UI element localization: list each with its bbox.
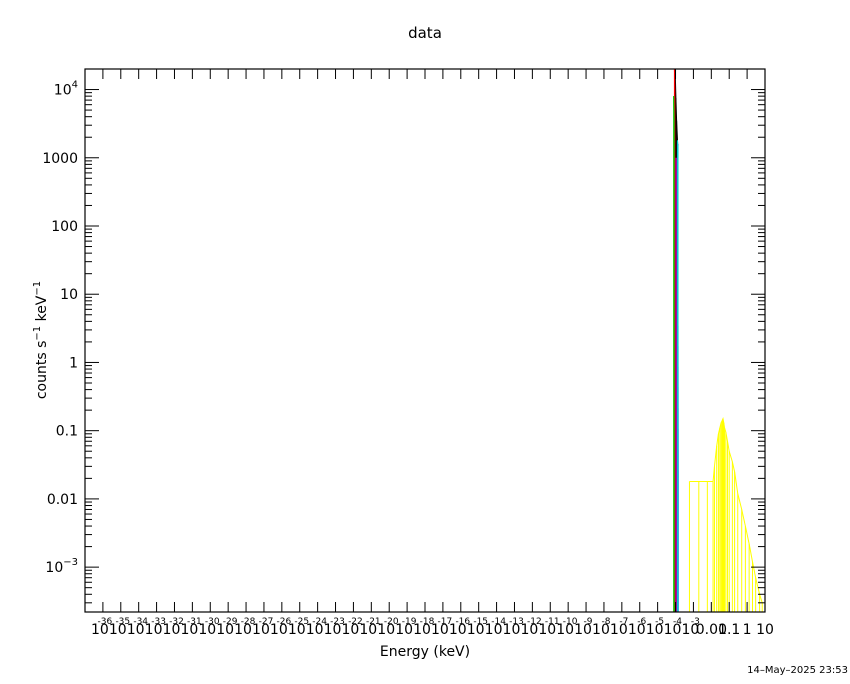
x-tick-label: 10 bbox=[756, 622, 774, 638]
y-tick-label: 1000 bbox=[42, 151, 78, 167]
chart-title: data bbox=[408, 24, 442, 42]
y-tick-label: 0.01 bbox=[47, 492, 78, 508]
y-axis-label: counts s−1 keV−1 bbox=[32, 281, 50, 399]
y-tick-label: 104 bbox=[54, 80, 78, 99]
y-tick-label: 10−3 bbox=[45, 557, 78, 576]
y-tick-label: 100 bbox=[51, 219, 78, 235]
y-tick-label: 10 bbox=[60, 287, 78, 303]
y-axis-label-sup2: −1 bbox=[32, 281, 43, 296]
y-axis-label-mid: keV bbox=[34, 295, 50, 326]
series-line bbox=[677, 140, 678, 147]
series-4 bbox=[677, 140, 678, 612]
y-tick-label: 0.1 bbox=[56, 424, 78, 440]
series-6 bbox=[689, 419, 762, 612]
x-axis: 10-3610-3510-3410-3310-3210-3110-3010-29… bbox=[85, 69, 774, 638]
y-axis-label-sup1: −1 bbox=[32, 326, 43, 341]
y-tick-label: 1 bbox=[69, 355, 78, 371]
timestamp: 14–May–2025 23:53 bbox=[747, 665, 848, 676]
plot-frame bbox=[85, 69, 765, 612]
x-tick-label: 1 bbox=[743, 622, 752, 638]
chart-marks bbox=[674, 69, 763, 612]
y-axis: 104 1000 100 10 1 0.1 0.01 10−3 bbox=[42, 69, 765, 603]
x-tick-label: 0.1 bbox=[718, 622, 740, 638]
x-axis-label: Energy (keV) bbox=[380, 644, 470, 660]
y-axis-label-main: counts s bbox=[34, 341, 50, 400]
